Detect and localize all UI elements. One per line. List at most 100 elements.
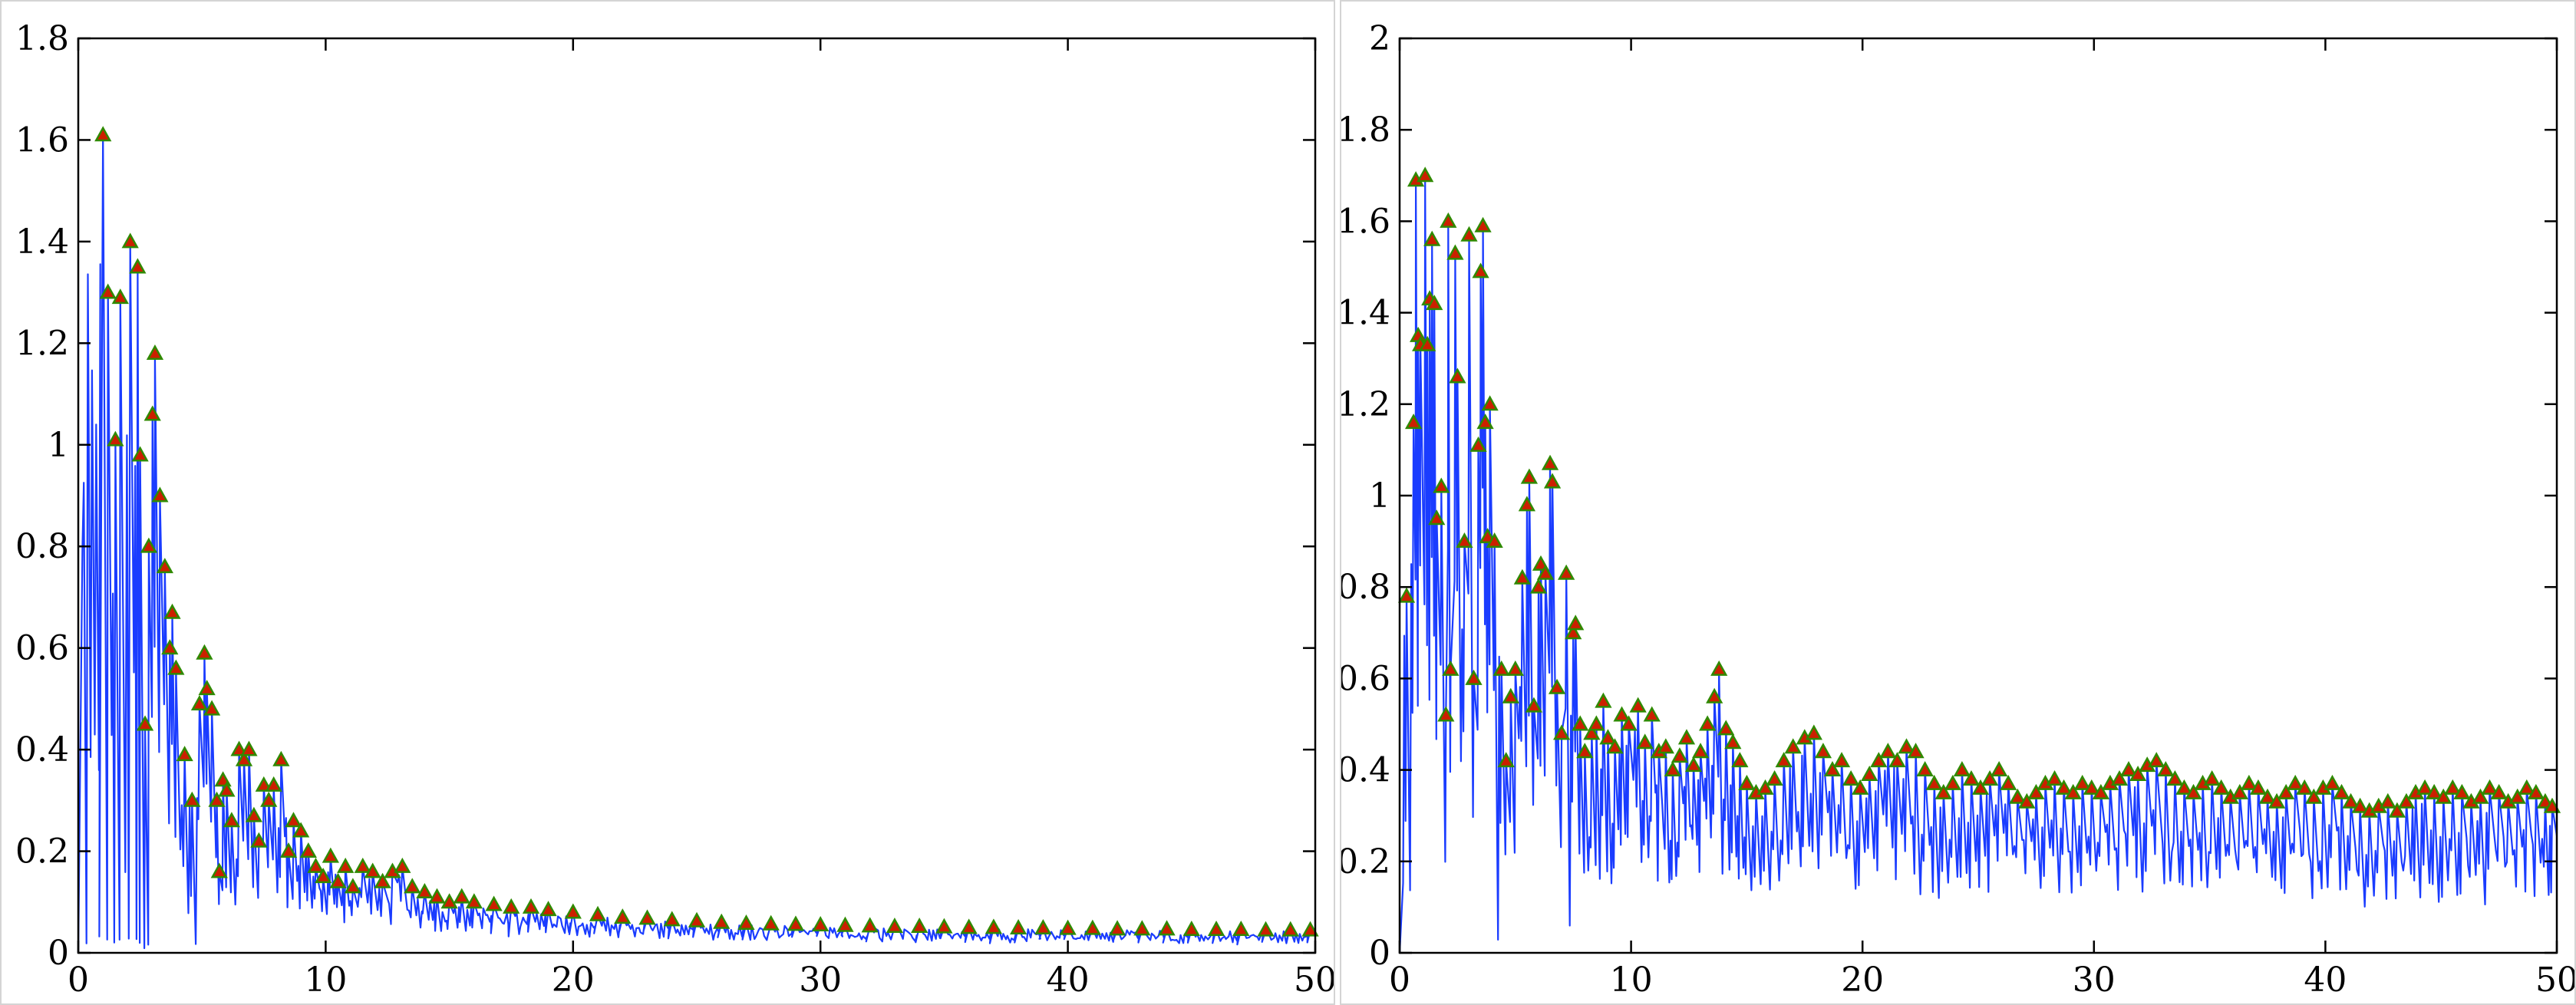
peak-marker (713, 913, 731, 929)
peak-marker (428, 888, 446, 904)
peak-marker (1898, 738, 1915, 754)
peak-marker (2185, 783, 2202, 799)
peak-marker (1925, 774, 1943, 790)
peak-marker (161, 639, 179, 655)
peak-marker (465, 893, 483, 909)
peak-marker (2324, 774, 2341, 790)
right-chart-panel: 0 0.2 0.4 0.6 0.8 1 1.2 1.4 1.6 1.8 2 0 10 20 30 40 50 (1340, 0, 2576, 1005)
y-tick-label: 0.2 (1341, 842, 1390, 881)
peak-marker (1404, 414, 1423, 430)
peak-marker (1870, 752, 1888, 768)
x-tick-label: 10 (304, 961, 347, 1000)
peak-marker (2543, 797, 2561, 813)
y-tick-label: 1 (48, 426, 69, 465)
peak-marker (1437, 706, 1455, 722)
y-tick-label: 1.6 (1341, 202, 1390, 241)
peak-marker (2249, 779, 2268, 795)
x-tick-label: 10 (1610, 961, 1653, 1000)
peak-marker (1953, 761, 1971, 777)
peak-marker (886, 917, 904, 934)
peak-marker (240, 740, 258, 756)
peak-marker (416, 882, 434, 898)
peak-marker (1636, 733, 1654, 750)
peak-marker (663, 911, 681, 927)
peak-marker (190, 694, 209, 710)
peak-marker (1684, 756, 1703, 773)
peak-marker (1497, 752, 1515, 768)
series-line (1398, 174, 2558, 954)
peak-marker (1009, 918, 1027, 934)
peak-marker (2157, 761, 2175, 777)
peak-marker (2175, 779, 2193, 795)
y-tick-label: 0.8 (1341, 568, 1390, 607)
peak-marker (1671, 747, 1689, 763)
peak-marker (1710, 660, 1728, 676)
left-spectrum-chart: 0 0.2 0.4 0.6 0.8 1 1.2 1.4 1.6 1.8 0 10 20 30 40 50 (15, 19, 1334, 1000)
peak-marker (2119, 761, 2138, 777)
peak-marker (1962, 769, 1981, 786)
peak-marker (1888, 752, 1906, 768)
peak-marker (2092, 783, 2109, 799)
peak-marker (2333, 783, 2350, 799)
peak-marker (1572, 715, 1589, 731)
x-tick-label: 40 (2304, 961, 2347, 1000)
peak-marker (1084, 919, 1101, 935)
peak-marker (250, 832, 268, 848)
series-line (77, 133, 1316, 954)
plot-frame (77, 37, 1317, 954)
peak-marker (2342, 792, 2360, 809)
peak-marker (1731, 752, 1749, 768)
peak-marker (1469, 436, 1487, 452)
left-chart-panel: 0 0.2 0.4 0.6 0.8 1 1.2 1.4 1.6 1.8 0 10 20 30 40 50 (0, 0, 1335, 1005)
peak-marker (1158, 920, 1176, 936)
peak-marker (2148, 752, 2165, 768)
peak-marker (1513, 568, 1531, 585)
peak-marker (255, 776, 272, 792)
peak-marker (1643, 706, 1661, 722)
peak-marker (2490, 783, 2508, 799)
peak-marker (203, 700, 221, 716)
peak-marker (2453, 783, 2471, 799)
peak-marker (2397, 792, 2416, 809)
peak-marker (836, 916, 854, 932)
peak-marker (1706, 687, 1723, 704)
peak-marker (183, 791, 201, 807)
peak-marker (1529, 578, 1548, 594)
peak-marker (2027, 783, 2045, 799)
peak-marker (1536, 564, 1555, 580)
y-tick-label: 1.4 (15, 222, 69, 262)
peak-marker (1419, 335, 1436, 351)
y-tick-label: 0 (1369, 934, 1390, 973)
peak-marker (1691, 743, 1710, 759)
peak-marker (292, 822, 310, 838)
peak-marker (453, 888, 470, 904)
peak-marker (218, 781, 236, 797)
peak-marker (539, 901, 557, 917)
peak-marker (1257, 921, 1275, 937)
peak-marker (2278, 783, 2295, 799)
peak-marker (2083, 779, 2100, 795)
peak-marker (522, 898, 540, 914)
peak-marker (1756, 779, 1774, 795)
peak-marker (2055, 779, 2073, 795)
peak-marker (911, 917, 928, 934)
peak-marker (1108, 920, 1126, 936)
peak-marker (2351, 797, 2369, 813)
peak-marker (2527, 783, 2545, 799)
peak-marker (614, 908, 632, 924)
peak-marker (1717, 720, 1735, 736)
peak-marker (1576, 743, 1594, 759)
peak-marker (485, 895, 503, 911)
peak-marker (1502, 687, 1519, 704)
peak-marker (2296, 779, 2314, 795)
peak-marker (2379, 792, 2396, 809)
peak-marker (1433, 477, 1450, 493)
peak-marker (2416, 779, 2434, 795)
peak-marker (1281, 921, 1299, 937)
peak-marker (2472, 788, 2489, 804)
peak-marker (1971, 779, 1990, 795)
y-tick-label: 1.4 (1341, 294, 1390, 333)
peak-marker (960, 918, 978, 934)
peak-marker (107, 430, 124, 446)
peak-marker (985, 918, 1003, 934)
